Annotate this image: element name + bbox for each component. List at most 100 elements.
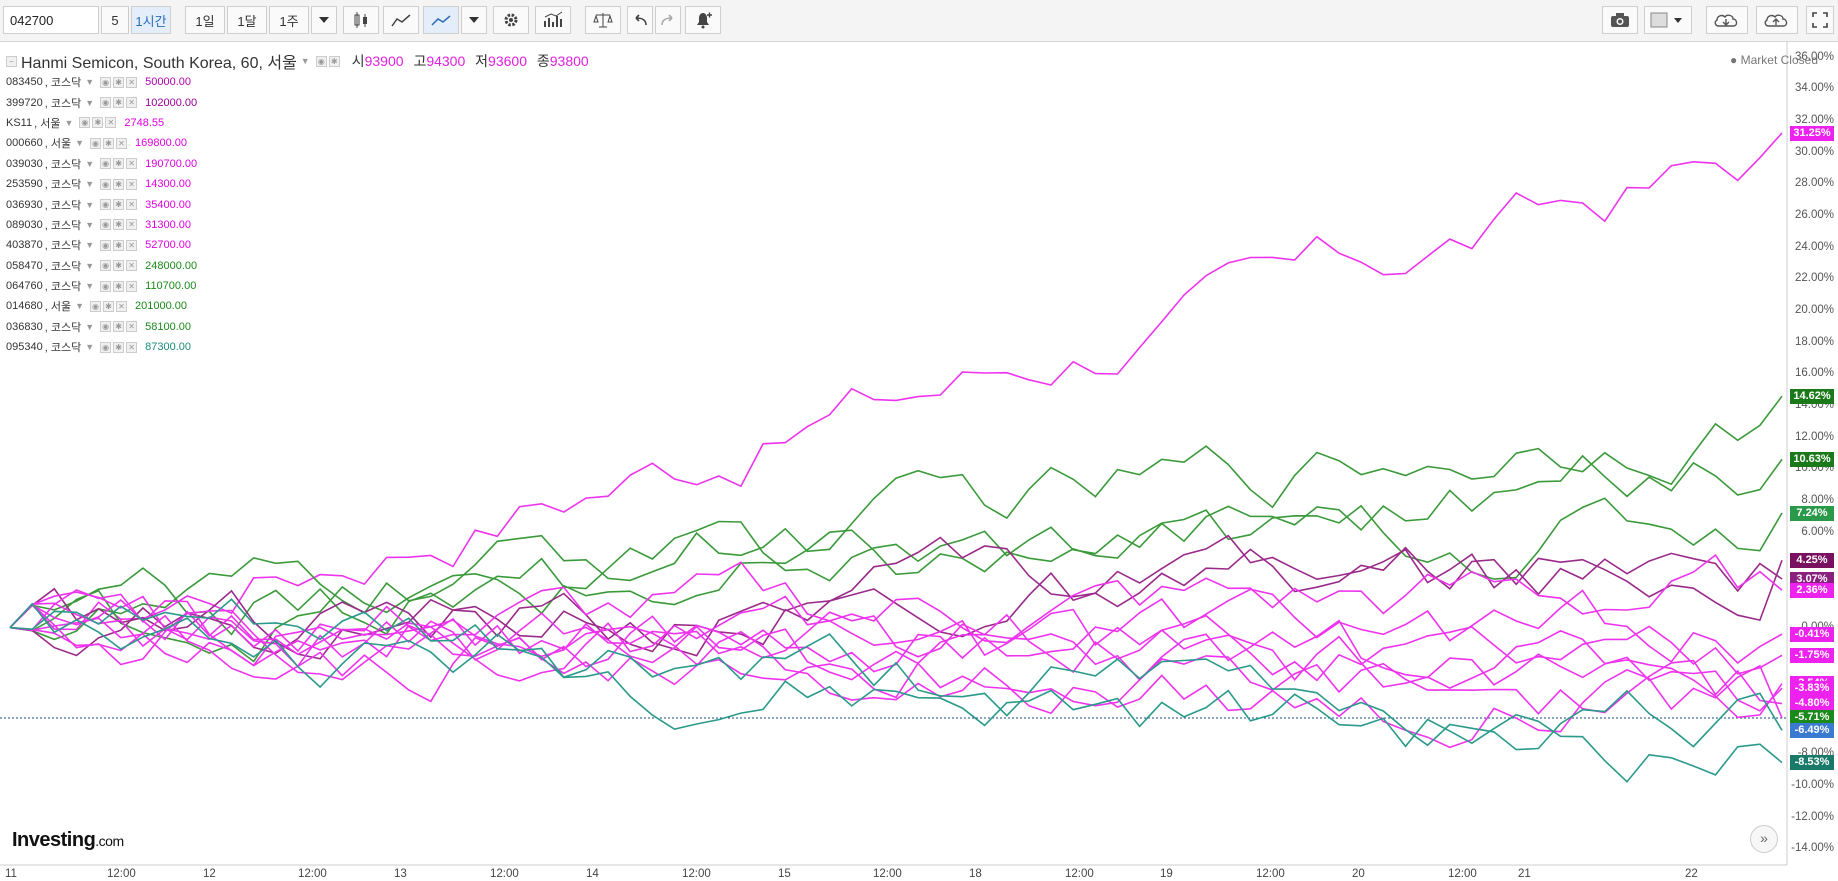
chevron-down-icon[interactable]: ▼ xyxy=(85,158,95,169)
gear-icon[interactable]: ✱ xyxy=(113,76,125,88)
save-layout-button[interactable] xyxy=(1756,6,1798,34)
timeframe-1w-button[interactable]: 1주 xyxy=(269,6,309,34)
symbol-input[interactable] xyxy=(3,6,99,34)
chevron-down-icon[interactable]: ▼ xyxy=(85,199,95,210)
timeframe-1d-button[interactable]: 1일 xyxy=(185,6,225,34)
eye-icon[interactable]: ◉ xyxy=(100,219,112,231)
candles-chart-button[interactable] xyxy=(343,6,379,34)
eye-icon[interactable]: ◉ xyxy=(100,199,112,211)
area-chart-button[interactable] xyxy=(383,6,419,34)
gear-icon[interactable]: ✱ xyxy=(113,178,125,190)
comparison-row[interactable]: 403870, 코스닥 ▼ ◉ ✱ ✕ 52700.00 xyxy=(6,235,595,255)
eye-icon[interactable]: ◉ xyxy=(100,76,112,88)
indicators-button[interactable] xyxy=(535,6,571,34)
chevron-down-icon[interactable]: ▼ xyxy=(300,56,310,66)
comparison-row[interactable]: 014680, 서울 ▼ ◉ ✱ ✕ 201000.00 xyxy=(6,296,595,316)
comparison-row[interactable]: 036830, 코스닥 ▼ ◉ ✱ ✕ 58100.00 xyxy=(6,317,595,337)
eye-icon[interactable]: ◉ xyxy=(90,137,102,149)
timeframe-1m-button[interactable]: 1달 xyxy=(227,6,267,34)
timeframe-1h-button[interactable]: 1시간 xyxy=(131,6,171,34)
chevron-down-icon[interactable]: ▼ xyxy=(85,342,95,353)
eye-icon[interactable]: ◉ xyxy=(100,158,112,170)
chevron-down-icon[interactable]: ▼ xyxy=(85,260,95,271)
close-icon[interactable]: ✕ xyxy=(126,239,138,251)
gear-icon[interactable]: ✱ xyxy=(103,137,115,149)
gear-icon[interactable]: ✱ xyxy=(113,97,125,109)
eye-icon[interactable]: ◉ xyxy=(100,280,112,292)
close-icon[interactable]: ✕ xyxy=(105,117,117,129)
close-icon[interactable]: ✕ xyxy=(116,300,128,312)
comparison-row[interactable]: 058470, 코스닥 ▼ ◉ ✱ ✕ 248000.00 xyxy=(6,256,595,276)
close-icon[interactable]: ✕ xyxy=(126,76,138,88)
eye-icon[interactable]: ◉ xyxy=(100,178,112,190)
chart-color-dropdown[interactable] xyxy=(1644,6,1692,34)
eye-icon[interactable]: ◉ xyxy=(100,260,112,272)
eye-icon[interactable]: ◉ xyxy=(100,321,112,333)
eye-icon[interactable]: ◉ xyxy=(100,97,112,109)
close-icon[interactable]: ✕ xyxy=(126,341,138,353)
comparison-row[interactable]: 083450, 코스닥 ▼ ◉ ✱ ✕ 50000.00 xyxy=(6,72,595,92)
eye-icon[interactable]: ◉ xyxy=(100,239,112,251)
gear-icon[interactable]: ✱ xyxy=(113,219,125,231)
comparison-row[interactable]: 399720, 코스닥 ▼ ◉ ✱ ✕ 102000.00 xyxy=(6,92,595,112)
close-icon[interactable]: ✕ xyxy=(116,137,128,149)
gear-icon[interactable]: ✱ xyxy=(328,55,340,67)
close-icon[interactable]: ✕ xyxy=(126,321,138,333)
comparison-row[interactable]: 064760, 코스닥 ▼ ◉ ✱ ✕ 110700.00 xyxy=(6,276,595,296)
gear-icon[interactable]: ✱ xyxy=(113,199,125,211)
comparison-row[interactable]: 039030, 코스닥 ▼ ◉ ✱ ✕ 190700.00 xyxy=(6,154,595,174)
chevron-down-icon[interactable]: ▼ xyxy=(75,301,85,312)
close-icon[interactable]: ✕ xyxy=(126,280,138,292)
gear-icon[interactable]: ✱ xyxy=(113,239,125,251)
eye-icon[interactable]: ◉ xyxy=(79,117,91,129)
comparison-symbol: 014680 xyxy=(6,300,43,313)
eye-icon[interactable]: ◉ xyxy=(100,341,112,353)
scroll-to-realtime-button[interactable]: » xyxy=(1750,825,1778,853)
eye-icon[interactable]: ◉ xyxy=(315,55,327,67)
close-icon[interactable]: ✕ xyxy=(126,219,138,231)
settings-button[interactable] xyxy=(493,6,529,34)
compare-button[interactable] xyxy=(585,6,621,34)
line-chart-button[interactable] xyxy=(423,6,459,34)
fullscreen-button[interactable] xyxy=(1806,6,1834,34)
main-symbol-row[interactable]: − Hanmi Semicon, South Korea, 60, 서울 ▼ ◉… xyxy=(6,50,595,72)
load-layout-button[interactable] xyxy=(1706,6,1748,34)
gear-icon[interactable]: ✱ xyxy=(113,280,125,292)
gear-icon[interactable]: ✱ xyxy=(113,341,125,353)
gear-icon[interactable]: ✱ xyxy=(103,300,115,312)
comparison-row[interactable]: KS11, 서울 ▼ ◉ ✱ ✕ 2748.55 xyxy=(6,113,595,133)
close-icon[interactable]: ✕ xyxy=(126,158,138,170)
gear-icon[interactable]: ✱ xyxy=(113,321,125,333)
redo-button[interactable] xyxy=(655,6,681,34)
chevron-down-icon[interactable]: ▼ xyxy=(85,321,95,332)
chart-type-dropdown-button[interactable] xyxy=(461,6,487,34)
undo-button[interactable] xyxy=(627,6,653,34)
chevron-down-icon[interactable]: ▼ xyxy=(64,117,74,128)
comparison-row[interactable]: 000660, 서울 ▼ ◉ ✱ ✕ 169800.00 xyxy=(6,133,595,153)
chevron-down-icon[interactable]: ▼ xyxy=(85,179,95,190)
gear-icon[interactable]: ✱ xyxy=(92,117,104,129)
comparison-row[interactable]: 036930, 코스닥 ▼ ◉ ✱ ✕ 35400.00 xyxy=(6,194,595,214)
close-icon[interactable]: ✕ xyxy=(126,199,138,211)
chevron-down-icon[interactable]: ▼ xyxy=(75,138,85,149)
chevron-down-icon[interactable]: ▼ xyxy=(85,77,95,88)
comparison-row[interactable]: 253590, 코스닥 ▼ ◉ ✱ ✕ 14300.00 xyxy=(6,174,595,194)
gear-icon[interactable]: ✱ xyxy=(113,158,125,170)
eye-icon[interactable]: ◉ xyxy=(90,300,102,312)
timeframe-dropdown-button[interactable] xyxy=(311,6,337,34)
add-alert-button[interactable] xyxy=(685,6,721,34)
screenshot-button[interactable] xyxy=(1602,6,1638,34)
comparison-row[interactable]: 095340, 코스닥 ▼ ◉ ✱ ✕ 87300.00 xyxy=(6,337,595,357)
chevron-down-icon[interactable]: ▼ xyxy=(85,240,95,251)
interval-input[interactable]: 5 xyxy=(101,6,129,34)
chevron-down-icon[interactable]: ▼ xyxy=(85,281,95,292)
close-icon[interactable]: ✕ xyxy=(126,178,138,190)
chevron-down-icon[interactable]: ▼ xyxy=(85,97,95,108)
close-icon[interactable]: ✕ xyxy=(126,97,138,109)
chevron-down-icon[interactable]: ▼ xyxy=(85,219,95,230)
collapse-icon[interactable]: − xyxy=(6,55,17,67)
comparison-row[interactable]: 089030, 코스닥 ▼ ◉ ✱ ✕ 31300.00 xyxy=(6,215,595,235)
close-icon[interactable]: ✕ xyxy=(126,260,138,272)
gear-icon[interactable]: ✱ xyxy=(113,260,125,272)
